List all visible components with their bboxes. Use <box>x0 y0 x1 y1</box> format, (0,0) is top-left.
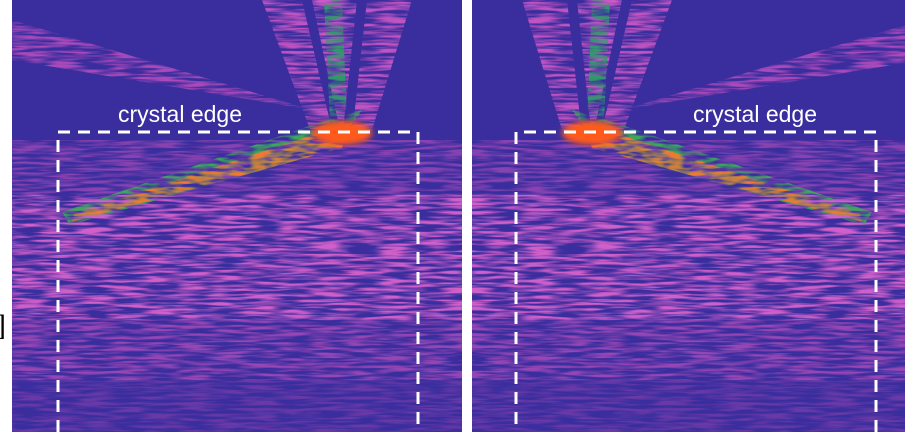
page: ] crystal edge crystal edge (() => { con… <box>0 0 905 432</box>
right-panel <box>472 0 905 432</box>
margin-fragment: ] <box>0 309 6 342</box>
panel-label: crystal edge <box>118 101 242 127</box>
panel-label: crystal edge <box>693 101 817 127</box>
figure: ] crystal edge crystal edge <box>0 0 905 432</box>
left-panel <box>12 0 462 432</box>
